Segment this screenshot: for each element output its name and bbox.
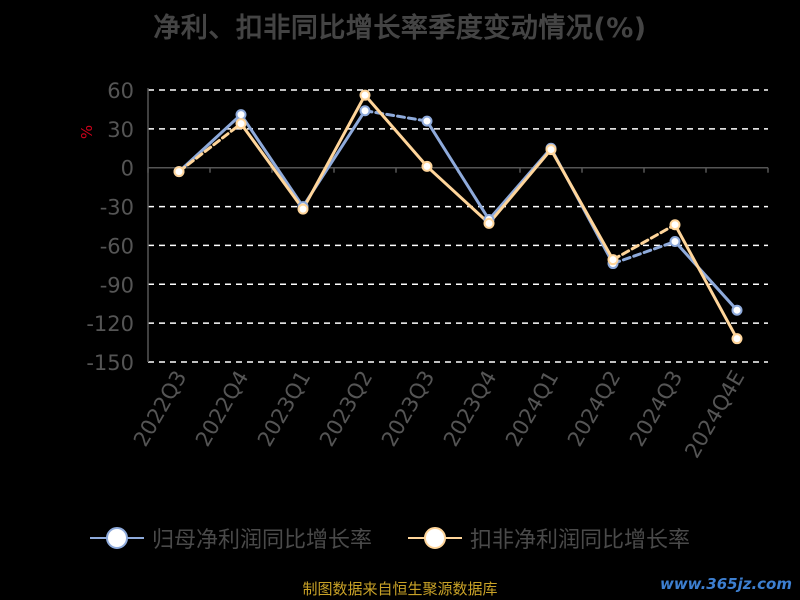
x-tick-label: 2022Q4 bbox=[191, 367, 253, 451]
series-2-segment bbox=[487, 148, 553, 225]
series-1-segment bbox=[611, 240, 677, 266]
y-axis-unit-label: % bbox=[78, 125, 96, 139]
y-tick-label: -60 bbox=[100, 234, 134, 258]
x-tick-label: 2022Q3 bbox=[129, 367, 191, 451]
series-2-segment bbox=[363, 93, 429, 168]
series-2-segment bbox=[611, 223, 677, 262]
legend-item-series-1[interactable]: 归母净利润同比增长率 bbox=[90, 522, 372, 554]
x-tick-label: 2024Q4E bbox=[680, 367, 749, 463]
series-1-point bbox=[669, 236, 681, 248]
chart-legend: 归母净利润同比增长率 扣非净利润同比增长率 bbox=[0, 522, 800, 554]
y-tick-label: -120 bbox=[86, 312, 134, 336]
legend-label-series-1: 归母净利润同比增长率 bbox=[152, 528, 373, 553]
series-2-segment bbox=[301, 93, 367, 211]
series-2-segment bbox=[673, 223, 739, 341]
series-2-point bbox=[731, 333, 743, 345]
x-tick-label: 2023Q4 bbox=[439, 367, 501, 451]
series-2-segment bbox=[549, 148, 615, 262]
series-2-segment bbox=[425, 164, 491, 225]
watermark: www.365jz.com bbox=[659, 575, 792, 593]
series-2-segment bbox=[239, 122, 305, 211]
x-tick-label: 2023Q1 bbox=[253, 367, 315, 451]
legend-item-series-2[interactable]: 扣非净利润同比增长率 bbox=[408, 522, 690, 554]
series-2-point bbox=[607, 254, 619, 266]
series-2-point bbox=[669, 219, 681, 231]
series-2-point bbox=[235, 118, 247, 130]
series-2-point bbox=[483, 217, 495, 229]
series-1-point bbox=[731, 304, 743, 316]
series-2-segment bbox=[177, 122, 243, 174]
y-tick-label: -150 bbox=[86, 351, 134, 375]
series-1-segment bbox=[239, 113, 305, 209]
legend-marker-series-2 bbox=[408, 524, 462, 552]
x-tick-label: 2024Q2 bbox=[563, 367, 625, 451]
series-1-segment bbox=[425, 119, 491, 222]
x-tick-label: 2024Q1 bbox=[501, 367, 563, 451]
y-tick-label: 30 bbox=[107, 118, 134, 142]
series-2-point bbox=[421, 160, 433, 172]
y-tick-label: 0 bbox=[121, 157, 134, 181]
series-1-point bbox=[359, 105, 371, 117]
series-2-point bbox=[359, 89, 371, 101]
series-1-segment bbox=[363, 109, 429, 123]
x-tick-label: 2024Q3 bbox=[625, 367, 687, 451]
data-source-note: 制图数据来自恒生聚源数据库 bbox=[302, 580, 498, 598]
legend-label-series-2: 扣非净利润同比增长率 bbox=[470, 528, 691, 553]
y-tick-label: 60 bbox=[107, 79, 134, 103]
series-1-point bbox=[235, 109, 247, 121]
series-2-point bbox=[173, 166, 185, 178]
x-tick-label: 2023Q3 bbox=[377, 367, 439, 451]
series-1-point bbox=[421, 115, 433, 127]
series-2-point bbox=[545, 144, 557, 156]
x-tick-label: 2023Q2 bbox=[315, 367, 377, 451]
chart-title: 净利、扣非同比增长率季度变动情况(%) bbox=[153, 13, 647, 44]
legend-marker-series-1 bbox=[90, 524, 144, 552]
series-1-segment bbox=[673, 240, 739, 312]
series-2-point bbox=[297, 203, 309, 215]
y-tick-label: -30 bbox=[100, 196, 134, 220]
y-tick-label: -90 bbox=[100, 273, 134, 297]
